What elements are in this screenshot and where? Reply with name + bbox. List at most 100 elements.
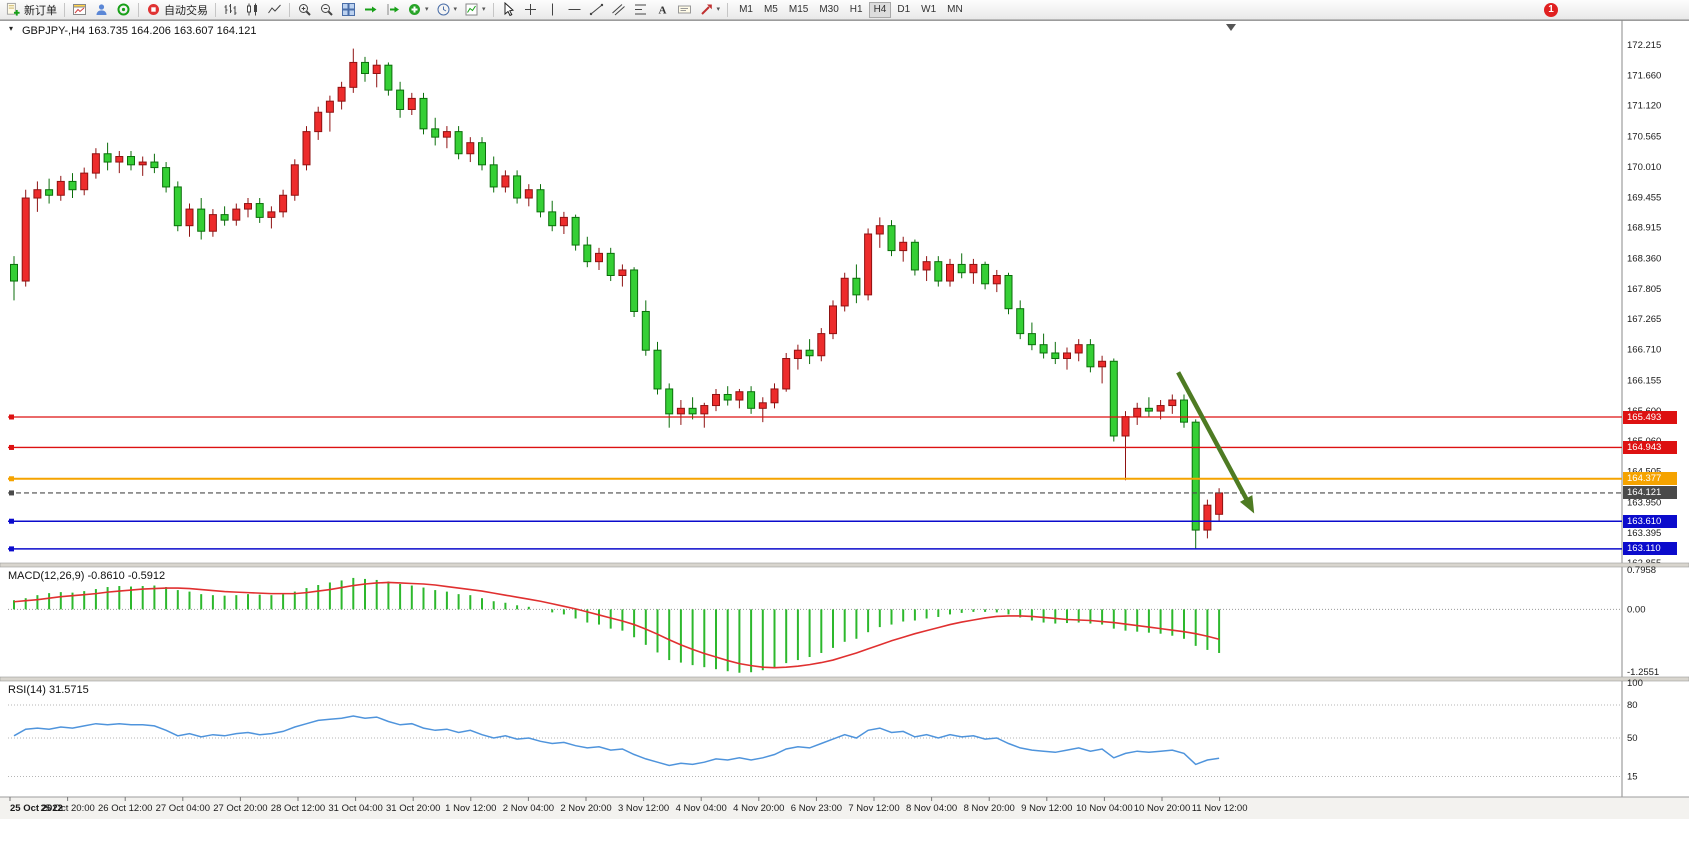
cursor-icon [504, 2, 514, 17]
templates-button[interactable]: ▾ [461, 1, 489, 19]
bear-candle [630, 269, 639, 312]
svg-text:-1.2551: -1.2551 [1627, 667, 1659, 678]
bar-chart-icon [224, 4, 237, 15]
bear-candle [934, 261, 943, 282]
bear-candle [431, 128, 440, 138]
clock-icon [437, 3, 450, 16]
notification-badge[interactable]: 1 [1544, 2, 1558, 17]
toolbar-separator [64, 2, 65, 17]
dropdown-caret-icon: ▾ [425, 6, 429, 13]
bear-candle [68, 180, 77, 191]
zoom-in-button[interactable] [294, 1, 315, 19]
bear-candle [852, 277, 861, 296]
timeframe-button-m5[interactable]: M5 [759, 2, 783, 18]
bear-candle [1086, 344, 1095, 368]
bull-candle [1215, 492, 1224, 515]
horizontal-line-tool-button[interactable] [564, 1, 585, 19]
indicators-button[interactable]: ▾ [404, 1, 432, 19]
panel-splitter[interactable] [0, 562, 1689, 568]
bull-candle [559, 216, 568, 227]
svg-text:167.265: 167.265 [1627, 314, 1661, 325]
candlestick-mode-button[interactable] [242, 1, 263, 19]
autotrading-label: 自动交易 [164, 4, 208, 17]
bull-candle [700, 405, 709, 415]
price-tag[interactable]: 163.110 [1623, 542, 1677, 556]
text-tool-button[interactable]: A [652, 1, 673, 19]
bull-candle [56, 180, 65, 196]
bear-candle [688, 407, 697, 415]
chart-shift-button[interactable] [382, 1, 403, 19]
price-tag[interactable]: 164.377 [1623, 472, 1677, 486]
price-tag[interactable]: 164.943 [1623, 440, 1677, 454]
bar-chart-mode-button[interactable] [220, 1, 241, 19]
tr endline-tool-button[interactable] [586, 1, 607, 19]
bull-candle [946, 263, 954, 282]
bull-candle [208, 214, 217, 232]
channel-tool-button[interactable] [608, 1, 629, 19]
svg-text:1 Nov 12:00: 1 Nov 12:00 [445, 803, 496, 814]
timeframe-button-m15[interactable]: M15 [784, 2, 813, 18]
periods-button[interactable]: ▾ [433, 1, 461, 19]
text-label-tool-button[interactable] [674, 1, 695, 19]
profile-button[interactable] [91, 1, 112, 19]
charts-window-icon [73, 4, 86, 15]
panel-splitter[interactable] [0, 676, 1689, 682]
trend-arrow[interactable] [1176, 371, 1255, 514]
bull-candle [115, 156, 124, 163]
svg-text:172.215: 172.215 [1627, 40, 1661, 51]
timeframe-button-h4[interactable]: H4 [868, 1, 892, 18]
timeframe-button-m30[interactable]: M30 [814, 2, 843, 18]
auto-scroll-button[interactable] [360, 1, 381, 19]
bear-candle [150, 161, 159, 169]
crosshair-tool-button[interactable] [520, 1, 541, 19]
charts-window-button[interactable] [69, 1, 90, 19]
bull-candle [899, 241, 908, 252]
autotrading-button[interactable]: 自动交易 [143, 1, 211, 19]
chart-menu-icon[interactable]: ▾ [9, 24, 14, 33]
bear-candle [536, 189, 545, 213]
bull-candle [290, 164, 299, 196]
timeframe-button-m1[interactable]: M1 [734, 2, 758, 18]
price-tag[interactable]: 165.493 [1623, 410, 1677, 424]
timeframe-button-d1[interactable]: D1 [892, 2, 915, 18]
svg-text:171.120: 171.120 [1627, 101, 1661, 112]
bull-candle [442, 131, 451, 138]
bear-candle [10, 263, 18, 282]
svg-text:10 Nov 20:00: 10 Nov 20:00 [1134, 803, 1191, 814]
price-tag-current-price[interactable]: 164.121 [1623, 486, 1677, 500]
svg-text:167.805: 167.805 [1627, 284, 1661, 295]
bull-candle [922, 261, 931, 271]
bear-candle [255, 203, 264, 218]
svg-text:166.710: 166.710 [1627, 345, 1661, 356]
timeframe-button-w1[interactable]: W1 [916, 2, 941, 18]
new-order-button[interactable]: 新订单 [3, 1, 60, 19]
zoom-out-button[interactable] [316, 1, 337, 19]
bear-candle [127, 156, 135, 166]
tile-windows-button[interactable] [338, 1, 359, 19]
price-tag[interactable]: 163.610 [1623, 514, 1677, 528]
horizontal-lines[interactable] [8, 414, 1622, 552]
bull-candle [1133, 407, 1142, 418]
bear-candle [887, 225, 896, 252]
bull-candle [793, 349, 802, 360]
timeframe-button-h1[interactable]: H1 [845, 2, 868, 18]
fibonacci-tool-button[interactable] [630, 1, 651, 19]
svg-text:166.155: 166.155 [1627, 375, 1661, 386]
vertical-line-tool-button[interactable] [542, 1, 563, 19]
zoom-out-icon [321, 4, 333, 16]
svg-text:8 Nov 04:00: 8 Nov 04:00 [906, 803, 957, 814]
market-watch-button[interactable] [113, 1, 134, 19]
line-chart-mode-button[interactable] [264, 1, 285, 19]
bull-candle [501, 175, 510, 188]
text-icon: A [658, 5, 666, 17]
chart-shift-marker[interactable] [1226, 24, 1236, 31]
bull-candle [33, 189, 42, 199]
horizontal-line-icon [568, 9, 581, 10]
bull-candle [875, 225, 884, 235]
timeframe-button-mn[interactable]: MN [942, 2, 968, 18]
bear-candle [957, 263, 966, 274]
cursor-tool-button[interactable] [498, 1, 519, 19]
chart-canvas[interactable]: 172.215 171.660 171.120 170.565 170.010 169.4… [0, 20, 1689, 863]
arrows-tool-button[interactable]: ▾ [696, 1, 724, 19]
